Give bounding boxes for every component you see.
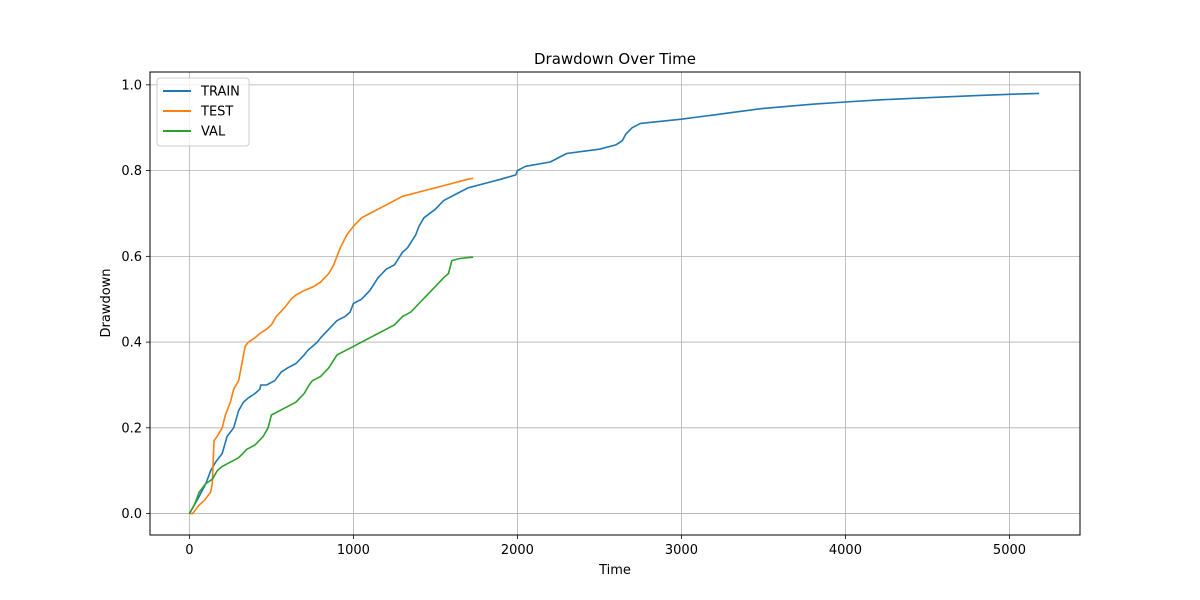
x-axis-label: Time xyxy=(598,563,631,578)
legend-label-val: VAL xyxy=(201,125,226,140)
y-tick-label: 0.0 xyxy=(121,507,142,522)
series-line-val xyxy=(188,256,474,514)
grid xyxy=(150,72,1080,535)
x-tick-label: 0 xyxy=(185,543,193,558)
y-tick-label: 0.6 xyxy=(121,250,142,265)
y-axis-label: Drawdown xyxy=(99,268,114,337)
x-tick-label: 3000 xyxy=(665,543,698,558)
x-tick-label: 5000 xyxy=(993,543,1026,558)
series-lines xyxy=(188,92,1040,515)
legend: TRAIN TEST VAL xyxy=(156,77,250,147)
x-tick-label: 1000 xyxy=(337,543,370,558)
y-tick-label: 1.0 xyxy=(121,78,142,93)
x-axis-ticks: 0 1000 2000 3000 4000 5000 xyxy=(185,535,1026,558)
y-tick-label: 0.2 xyxy=(121,421,142,436)
y-axis-ticks: 0.0 0.2 0.4 0.6 0.8 1.0 xyxy=(121,78,150,522)
axes-frame xyxy=(149,71,1081,536)
chart-title: Drawdown Over Time xyxy=(534,50,696,68)
series-line-train xyxy=(188,92,1040,514)
x-tick-label: 2000 xyxy=(501,543,534,558)
legend-label-train: TRAIN xyxy=(200,85,240,100)
y-tick-label: 0.4 xyxy=(121,336,142,351)
legend-label-test: TEST xyxy=(200,105,233,120)
y-tick-label: 0.8 xyxy=(121,164,142,179)
legend-box xyxy=(156,77,250,147)
series-line-test xyxy=(189,177,474,515)
x-tick-label: 4000 xyxy=(829,543,862,558)
